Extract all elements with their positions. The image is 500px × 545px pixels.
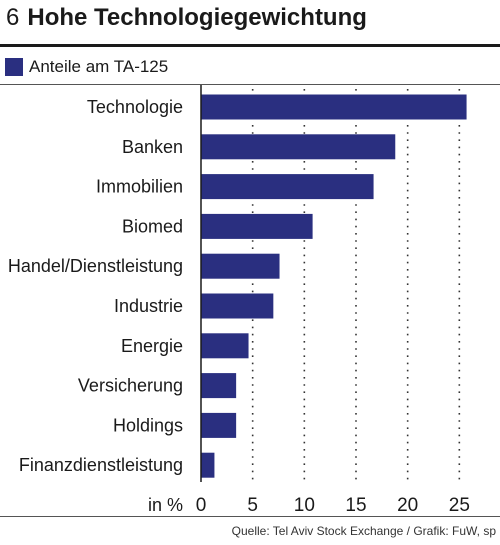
bar-7 (201, 373, 237, 399)
x-tick-label-25: 25 (449, 495, 470, 516)
bar-4 (201, 253, 280, 279)
category-label-4: Handel/Dienstleistung (8, 256, 183, 276)
bar-9 (201, 452, 215, 478)
x-tick-label-20: 20 (397, 495, 418, 516)
bar-2 (201, 174, 374, 200)
bar-8 (201, 412, 237, 438)
source-note: Quelle: Tel Aviv Stock Exchange / Grafik… (231, 524, 496, 538)
chart-title-row: 6 Hohe Technologiegewichtung (6, 4, 367, 40)
legend-label: Anteile am TA-125 (29, 57, 169, 76)
x-tick-label-0: 0 (196, 495, 207, 516)
bar-5 (201, 293, 274, 319)
category-label-9: Finanzdienstleistung (19, 455, 183, 475)
category-label-8: Holdings (113, 415, 183, 435)
category-label-2: Immobilien (96, 177, 183, 197)
category-label-6: Energie (121, 336, 183, 356)
bar-6 (201, 333, 249, 359)
chart-title: Hohe Technologiegewichtung (27, 4, 367, 31)
legend: Anteile am TA-125 (5, 57, 168, 79)
category-label-7: Versicherung (78, 376, 183, 396)
bar-chart: Technologie Banken Immobilien Biomed Handel/… (8, 85, 470, 516)
x-tick-label-10: 10 (294, 495, 315, 516)
x-tick-label-15: 15 (345, 495, 366, 516)
category-label-5: Industrie (114, 296, 183, 316)
legend-swatch (5, 58, 23, 76)
x-tick-label-5: 5 (247, 495, 258, 516)
category-label-3: Biomed (122, 216, 183, 236)
legend-rule (0, 84, 500, 85)
x-unit-label: in % (148, 495, 183, 515)
bar-1 (201, 134, 396, 160)
title-rule (0, 44, 500, 47)
category-label-0: Technologie (87, 97, 183, 117)
footer-rule (0, 516, 500, 517)
figure-number: 6 (6, 4, 20, 31)
category-label-1: Banken (122, 137, 183, 157)
bar-0 (201, 94, 467, 120)
bar-3 (201, 213, 313, 239)
